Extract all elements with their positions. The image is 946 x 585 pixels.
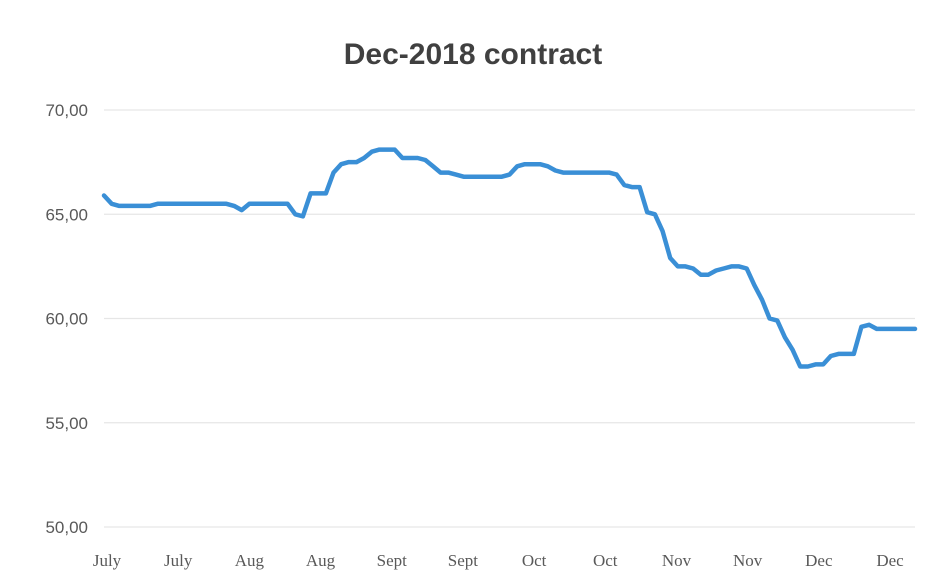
x-tick-label: Nov: [733, 551, 763, 570]
y-tick-label: 55,00: [45, 414, 88, 433]
x-tick-label: July: [93, 551, 122, 570]
x-tick-label: Dec: [805, 551, 833, 570]
x-tick-label: Sept: [377, 551, 408, 570]
x-tick-label: Oct: [522, 551, 547, 570]
x-tick-label: Sept: [448, 551, 479, 570]
x-tick-label: Aug: [306, 551, 336, 570]
y-tick-label: 50,00: [45, 518, 88, 537]
x-tick-label: Oct: [593, 551, 618, 570]
x-axis-ticks: July July Aug Aug Sept Sept Oct Oct Nov Nov Dec Dec: [93, 551, 904, 570]
series-line: [101, 147, 918, 369]
x-tick-label: Dec: [876, 551, 904, 570]
y-tick-label: 60,00: [45, 310, 88, 329]
y-tick-label: 65,00: [45, 205, 88, 224]
series-layer: [101, 147, 918, 369]
y-axis-ticks: 50,00 55,00 60,00 65,00 70,00: [45, 101, 88, 537]
gridlines: [104, 109, 915, 528]
chart-title: Dec-2018 contract: [343, 38, 603, 71]
x-tick-label: Nov: [662, 551, 692, 570]
x-tick-label: July: [164, 551, 193, 570]
y-tick-label: 70,00: [45, 101, 88, 120]
x-tick-label: Aug: [235, 551, 265, 570]
